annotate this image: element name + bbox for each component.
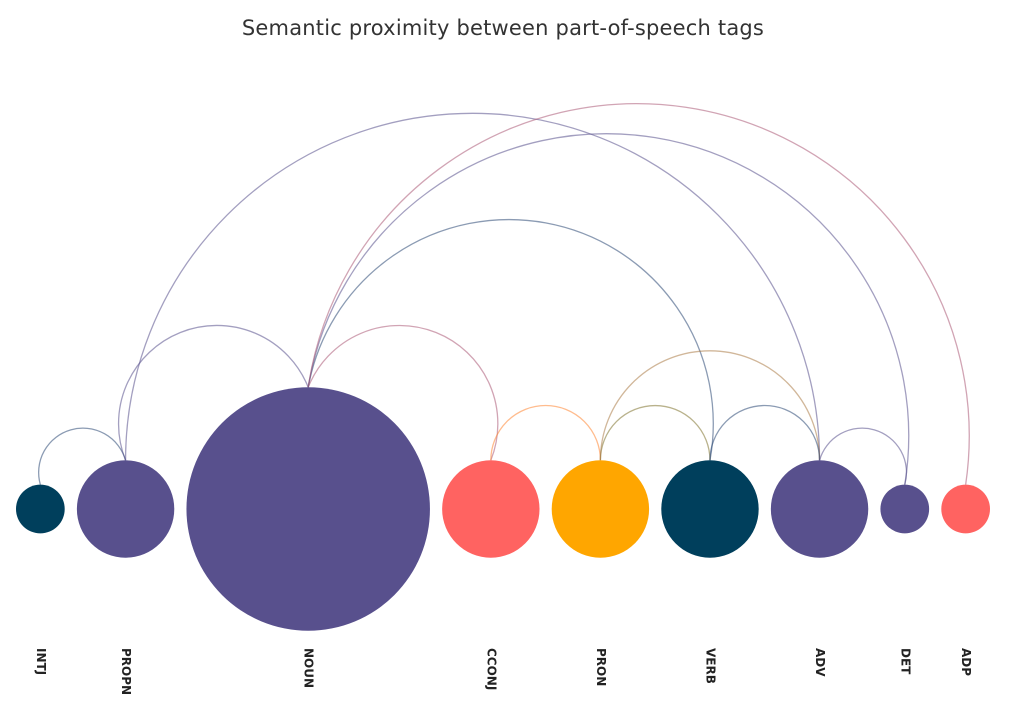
node-label-det: DET: [898, 648, 912, 675]
node-propn[interactable]: [76, 460, 175, 558]
node-label-adp: ADP: [959, 648, 973, 676]
chart-title: Semantic proximity between part-of-speec…: [241, 16, 765, 40]
link-noun-verb[interactable]: [307, 218, 714, 461]
link-intj-propn[interactable]: [38, 427, 127, 485]
node-label-noun: NOUN: [302, 648, 316, 688]
links-layer: [38, 103, 970, 485]
nodes-layer: [15, 387, 991, 631]
labels-layer: INTJ PROPN NOUN CCONJ PRON VERB ADV DET ADP: [34, 648, 973, 695]
link-verb-adv[interactable]: [709, 404, 821, 461]
link-pron-verb[interactable]: [599, 404, 711, 461]
node-label-propn: PROPN: [119, 648, 133, 695]
node-adp[interactable]: [941, 484, 991, 534]
link-noun-adp[interactable]: [307, 103, 970, 485]
link-cconj-pron[interactable]: [490, 404, 602, 461]
link-pron-adv[interactable]: [599, 350, 821, 461]
node-pron[interactable]: [551, 460, 650, 558]
link-propn-noun[interactable]: [117, 324, 309, 461]
node-label-adv: ADV: [813, 648, 827, 677]
link-noun-cconj[interactable]: [307, 324, 499, 461]
node-adv[interactable]: [770, 460, 869, 558]
node-det[interactable]: [880, 484, 930, 534]
link-noun-det[interactable]: [307, 133, 910, 485]
link-propn-adv[interactable]: [124, 112, 821, 461]
node-intj[interactable]: [15, 484, 65, 534]
node-label-cconj: CCONJ: [484, 648, 498, 690]
node-label-verb: VERB: [703, 648, 717, 684]
link-adv-det[interactable]: [818, 427, 908, 485]
node-noun[interactable]: [186, 387, 430, 631]
node-cconj[interactable]: [442, 460, 540, 558]
node-label-intj: INTJ: [34, 648, 48, 675]
node-verb[interactable]: [661, 460, 759, 558]
node-label-pron: PRON: [594, 648, 608, 686]
